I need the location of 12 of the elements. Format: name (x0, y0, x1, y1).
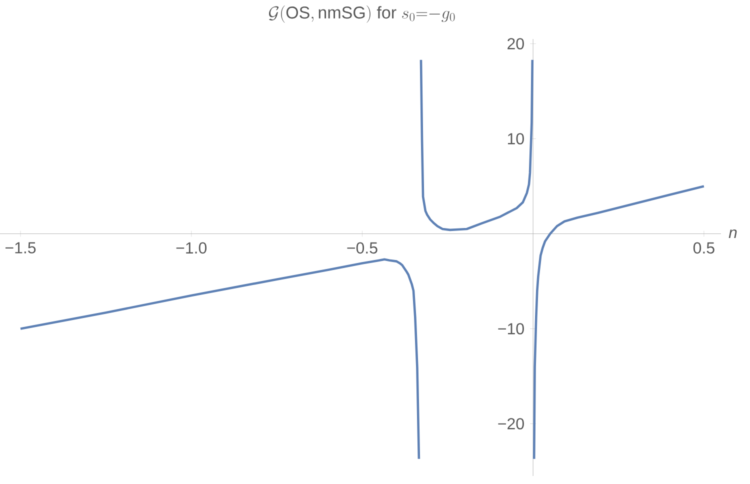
line-series (420, 58, 534, 232)
x-tick-label: −0.5 (347, 242, 378, 254)
y-tick-label: 10 (508, 133, 524, 144)
y-tick-label: −20 (498, 418, 524, 430)
y-tick-label: 20 (508, 38, 524, 50)
chart-title: $\mathcal{G}(\mathrm{OS,nmSG})\ \mathrm{for}\ s_0\mathrm{=}{-}g_0$ (268, 6, 455, 23)
x-tick-label: −1.0 (176, 242, 207, 254)
x-tick-label: −1.5 (6, 242, 36, 254)
line-series (19, 258, 420, 460)
x-axis-title: n (728, 229, 737, 238)
x-tick-label: 0.5 (693, 242, 714, 254)
y-tick-label: −10 (498, 323, 524, 334)
